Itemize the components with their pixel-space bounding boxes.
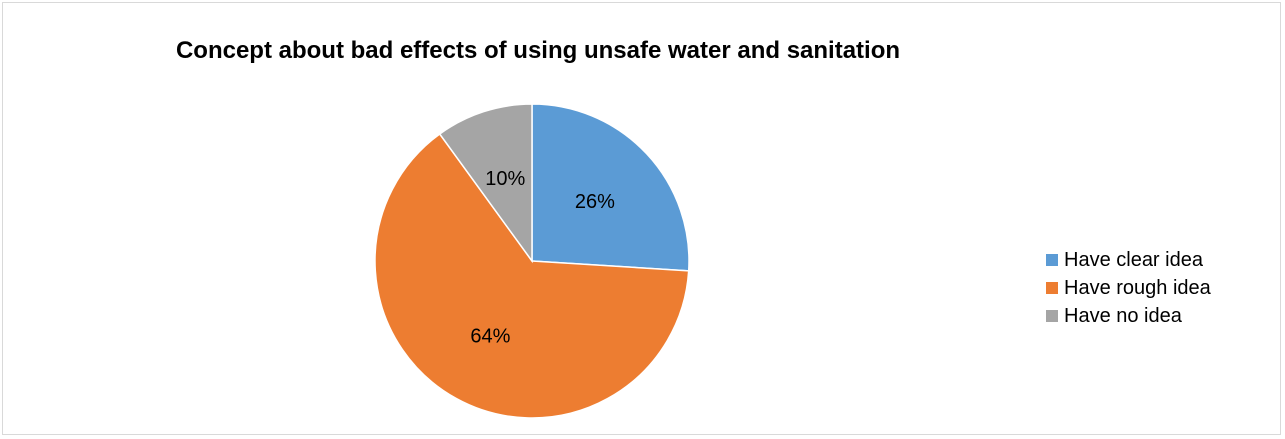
chart-title: Concept about bad effects of using unsaf… <box>175 37 901 64</box>
pie-slice-have-clear-idea <box>531 103 690 272</box>
data-label-have-clear-idea: 26% <box>575 191 615 213</box>
legend-item-have-rough-idea: Have rough idea <box>1046 274 1211 302</box>
legend-swatch <box>1046 254 1058 266</box>
legend-item-have-clear-idea: Have clear idea <box>1046 246 1211 274</box>
legend-swatch <box>1046 282 1058 294</box>
legend-swatch <box>1046 310 1058 322</box>
legend-label: Have no idea <box>1064 304 1182 327</box>
legend-item-have-no-idea: Have no idea <box>1046 302 1211 330</box>
pie-slice-have-no-idea <box>438 103 533 264</box>
legend-label: Have rough idea <box>1064 276 1211 299</box>
data-label-have-no-idea: 10% <box>485 168 525 190</box>
legend-label: Have clear idea <box>1064 248 1203 271</box>
legend: Have clear idea Have rough idea Have no id… <box>1046 246 1211 330</box>
pie-slice-have-rough-idea <box>374 132 690 419</box>
data-label-have-rough-idea: 64% <box>470 326 510 348</box>
